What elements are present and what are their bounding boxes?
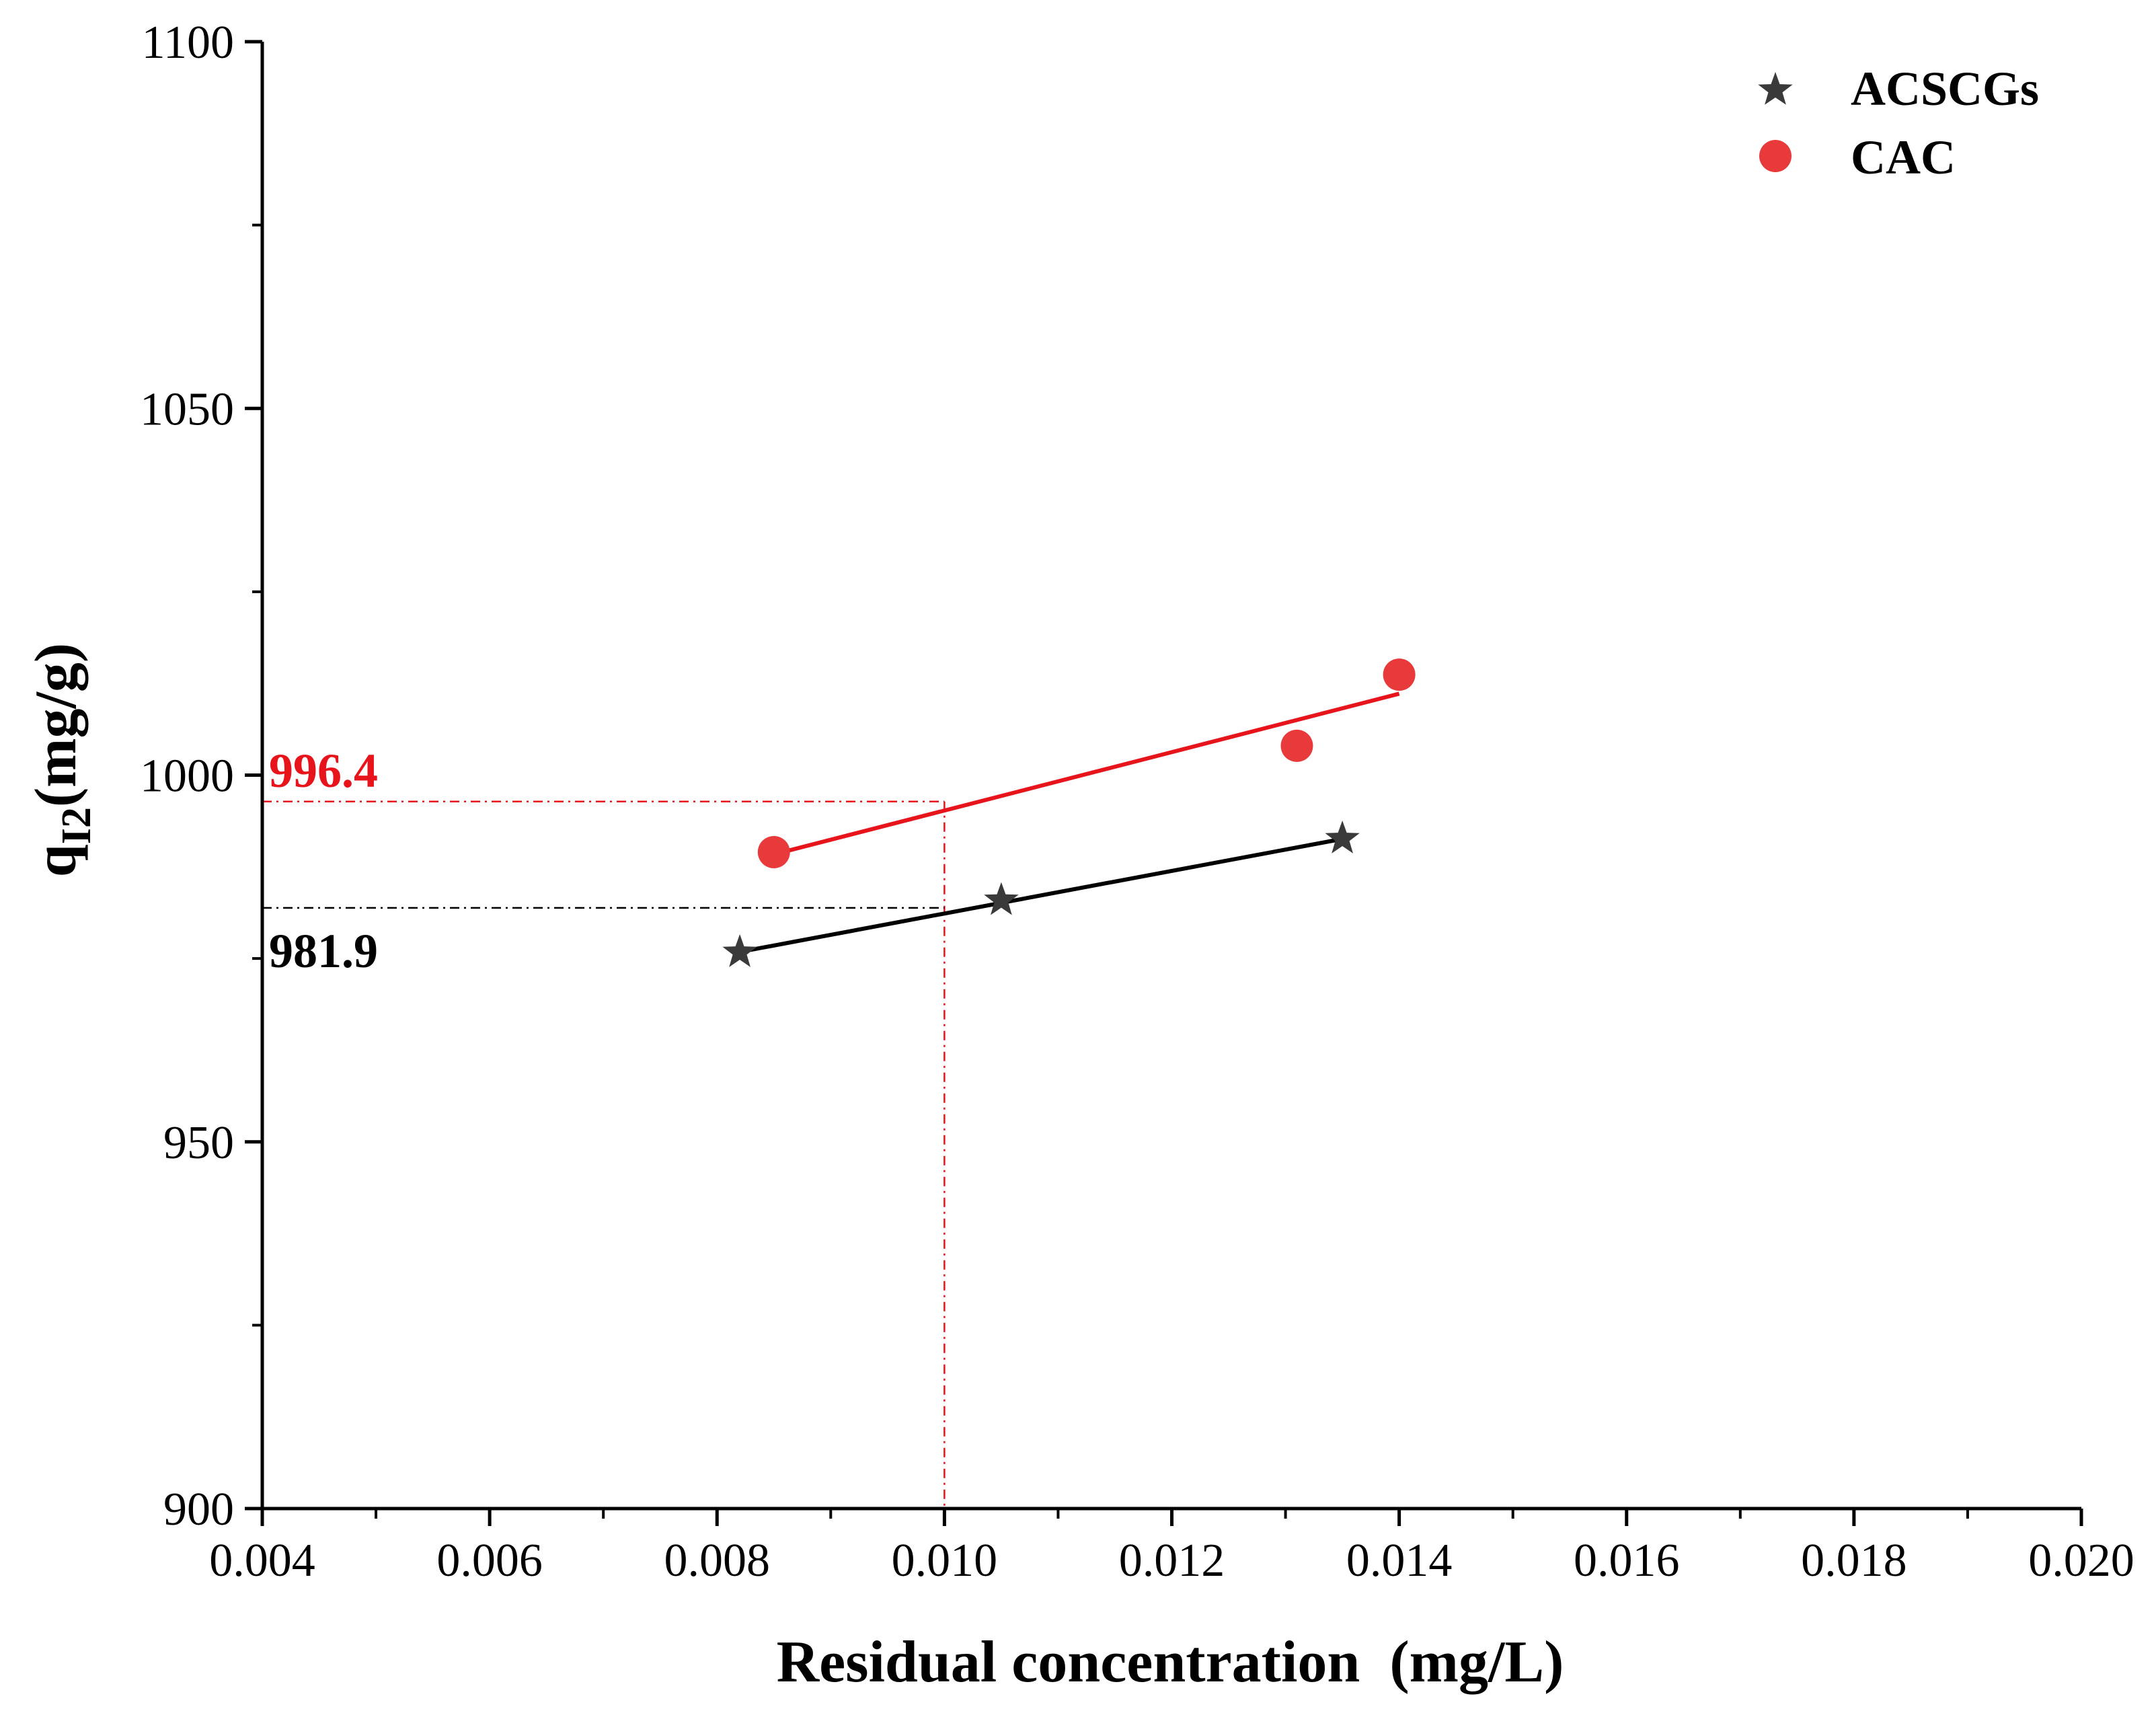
x-axis-title: Residual concentration (mg/L) bbox=[777, 1630, 1564, 1695]
legend-label-cac: CAC bbox=[1851, 130, 1956, 184]
data-point-cac bbox=[1280, 729, 1313, 762]
x-tick-label: 0.018 bbox=[1801, 1535, 1907, 1587]
data-point-cac bbox=[757, 836, 790, 869]
data-point-acscgs bbox=[722, 934, 757, 967]
legend-marker-cac bbox=[1759, 140, 1792, 172]
fit-line-cac bbox=[773, 691, 1400, 857]
y-tick-label: 1050 bbox=[140, 383, 234, 435]
data-point-cac bbox=[1383, 658, 1416, 691]
y-tick-label: 1000 bbox=[140, 751, 234, 802]
x-tick-label: 0.016 bbox=[1574, 1535, 1680, 1587]
y-axis-title-subscript: I2 bbox=[54, 807, 100, 844]
annotation-label: 996.4 bbox=[269, 744, 378, 798]
annotation-layer: 996.4 981.9 bbox=[262, 744, 946, 1509]
x-tick-label: 0.010 bbox=[892, 1535, 998, 1587]
y-axis-title-base: q bbox=[24, 844, 89, 877]
legend-marker-acscgs bbox=[1758, 72, 1793, 105]
y-tick-label: 900 bbox=[163, 1484, 234, 1535]
x-tick-label: 0.020 bbox=[2028, 1535, 2134, 1587]
annotation-label: 981.9 bbox=[269, 924, 378, 978]
x-tick-label: 0.006 bbox=[436, 1535, 543, 1587]
y-tick-label: 950 bbox=[163, 1117, 234, 1169]
x-tick-label: 0.012 bbox=[1119, 1535, 1225, 1587]
y-tick-label: 1100 bbox=[142, 17, 234, 69]
fit-lines bbox=[739, 691, 1400, 954]
fit-line-acscgs bbox=[739, 837, 1343, 954]
y-axis-title-suffix: (mg/g) bbox=[24, 643, 89, 807]
axes: 0.004 0.006 0.008 0.010 0.012 0.014 0.016 0.018… bbox=[140, 17, 2134, 1587]
data-point-acscgs bbox=[984, 882, 1019, 915]
x-tick-label: 0.014 bbox=[1346, 1535, 1453, 1587]
legend-label-acscgs: ACSCGs bbox=[1851, 62, 2039, 116]
data-markers bbox=[722, 658, 1416, 967]
x-tick-label: 0.008 bbox=[664, 1535, 771, 1587]
legend: ACSCGs CAC bbox=[1758, 62, 2039, 184]
data-point-acscgs bbox=[1325, 821, 1360, 853]
x-tick-label: 0.004 bbox=[209, 1535, 315, 1587]
y-axis-title: qI2(mg/g) bbox=[24, 643, 100, 877]
